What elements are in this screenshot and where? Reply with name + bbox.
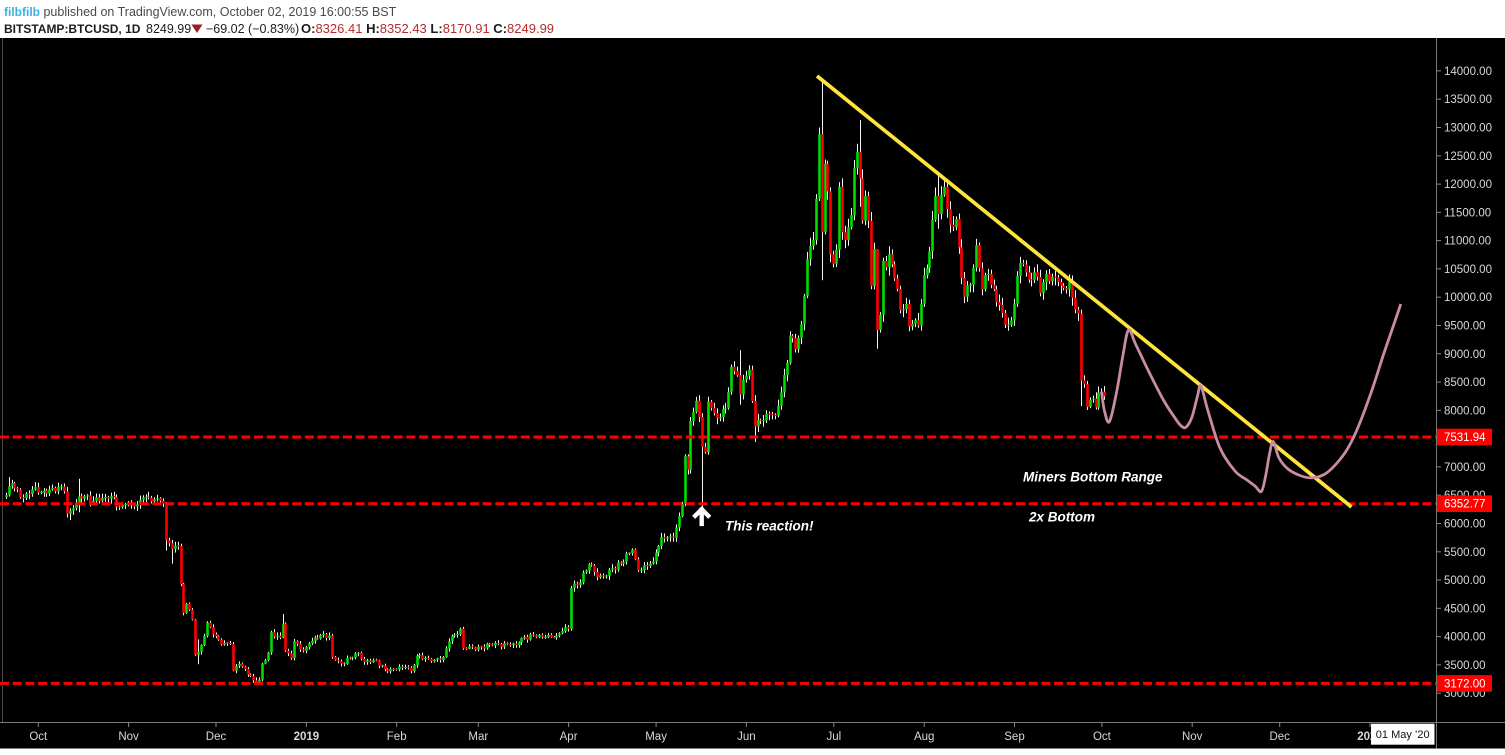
svg-text:Feb: Feb [387, 731, 407, 743]
svg-text:O:8326.41 H:8352.43 L:8170.91: O:8326.41 H:8352.43 L:8170.91 C:8249.99 [301, 21, 554, 36]
svg-text:2x Bottom: 2x Bottom [1028, 510, 1095, 525]
svg-text:4500.00: 4500.00 [1444, 603, 1486, 615]
svg-text:7000.00: 7000.00 [1444, 462, 1486, 474]
svg-text:8000.00: 8000.00 [1444, 405, 1486, 417]
svg-text:7531.94: 7531.94 [1444, 432, 1486, 444]
svg-text:Dec: Dec [206, 731, 227, 743]
svg-text:Mar: Mar [468, 731, 488, 743]
svg-text:11500.00: 11500.00 [1444, 207, 1491, 219]
svg-text:10500.00: 10500.00 [1444, 264, 1492, 276]
svg-text:Oct: Oct [29, 731, 48, 743]
svg-text:6000.00: 6000.00 [1444, 519, 1486, 531]
svg-text:13500.00: 13500.00 [1444, 94, 1492, 106]
svg-text:5000.00: 5000.00 [1444, 575, 1486, 587]
svg-text:11000.00: 11000.00 [1444, 236, 1491, 248]
svg-text:2019: 2019 [294, 731, 320, 743]
svg-text:This reaction!: This reaction! [725, 519, 814, 534]
svg-text:filbfilb published on TradingV: filbfilb published on TradingView.com, O… [4, 5, 397, 19]
svg-text:9000.00: 9000.00 [1444, 349, 1486, 361]
svg-text:01 May ’20: 01 May ’20 [1376, 729, 1430, 741]
svg-text:Miners Bottom Range: Miners Bottom Range [1023, 470, 1163, 485]
svg-text:3172.00: 3172.00 [1444, 678, 1486, 690]
svg-text:6352.77: 6352.77 [1444, 499, 1486, 511]
svg-text:Oct: Oct [1093, 731, 1112, 743]
svg-text:12000.00: 12000.00 [1444, 179, 1492, 191]
svg-text:14000.00: 14000.00 [1444, 66, 1492, 78]
svg-text:4000.00: 4000.00 [1444, 632, 1486, 644]
svg-text:Nov: Nov [118, 731, 139, 743]
svg-text:BITSTAMP:BTCUSD, 1D: BITSTAMP:BTCUSD, 1D [4, 22, 141, 36]
svg-text:13000.00: 13000.00 [1444, 123, 1492, 135]
svg-text:5500.00: 5500.00 [1444, 547, 1486, 559]
svg-text:Dec: Dec [1269, 731, 1290, 743]
svg-text:12500.00: 12500.00 [1444, 151, 1492, 163]
svg-text:Jun: Jun [737, 731, 756, 743]
svg-text:Jul: Jul [826, 731, 841, 743]
svg-text:8249.99: 8249.99 [146, 22, 191, 36]
svg-text:May: May [645, 731, 667, 743]
svg-text:−69.02 (−0.83%): −69.02 (−0.83%) [206, 22, 299, 36]
svg-text:8500.00: 8500.00 [1444, 377, 1486, 389]
svg-text:Apr: Apr [560, 731, 578, 743]
svg-text:9500.00: 9500.00 [1444, 321, 1486, 333]
svg-text:Nov: Nov [1182, 731, 1203, 743]
svg-text:10000.00: 10000.00 [1444, 292, 1492, 304]
svg-text:Sep: Sep [1004, 731, 1024, 743]
svg-text:Aug: Aug [914, 731, 934, 743]
svg-text:3500.00: 3500.00 [1444, 660, 1486, 672]
